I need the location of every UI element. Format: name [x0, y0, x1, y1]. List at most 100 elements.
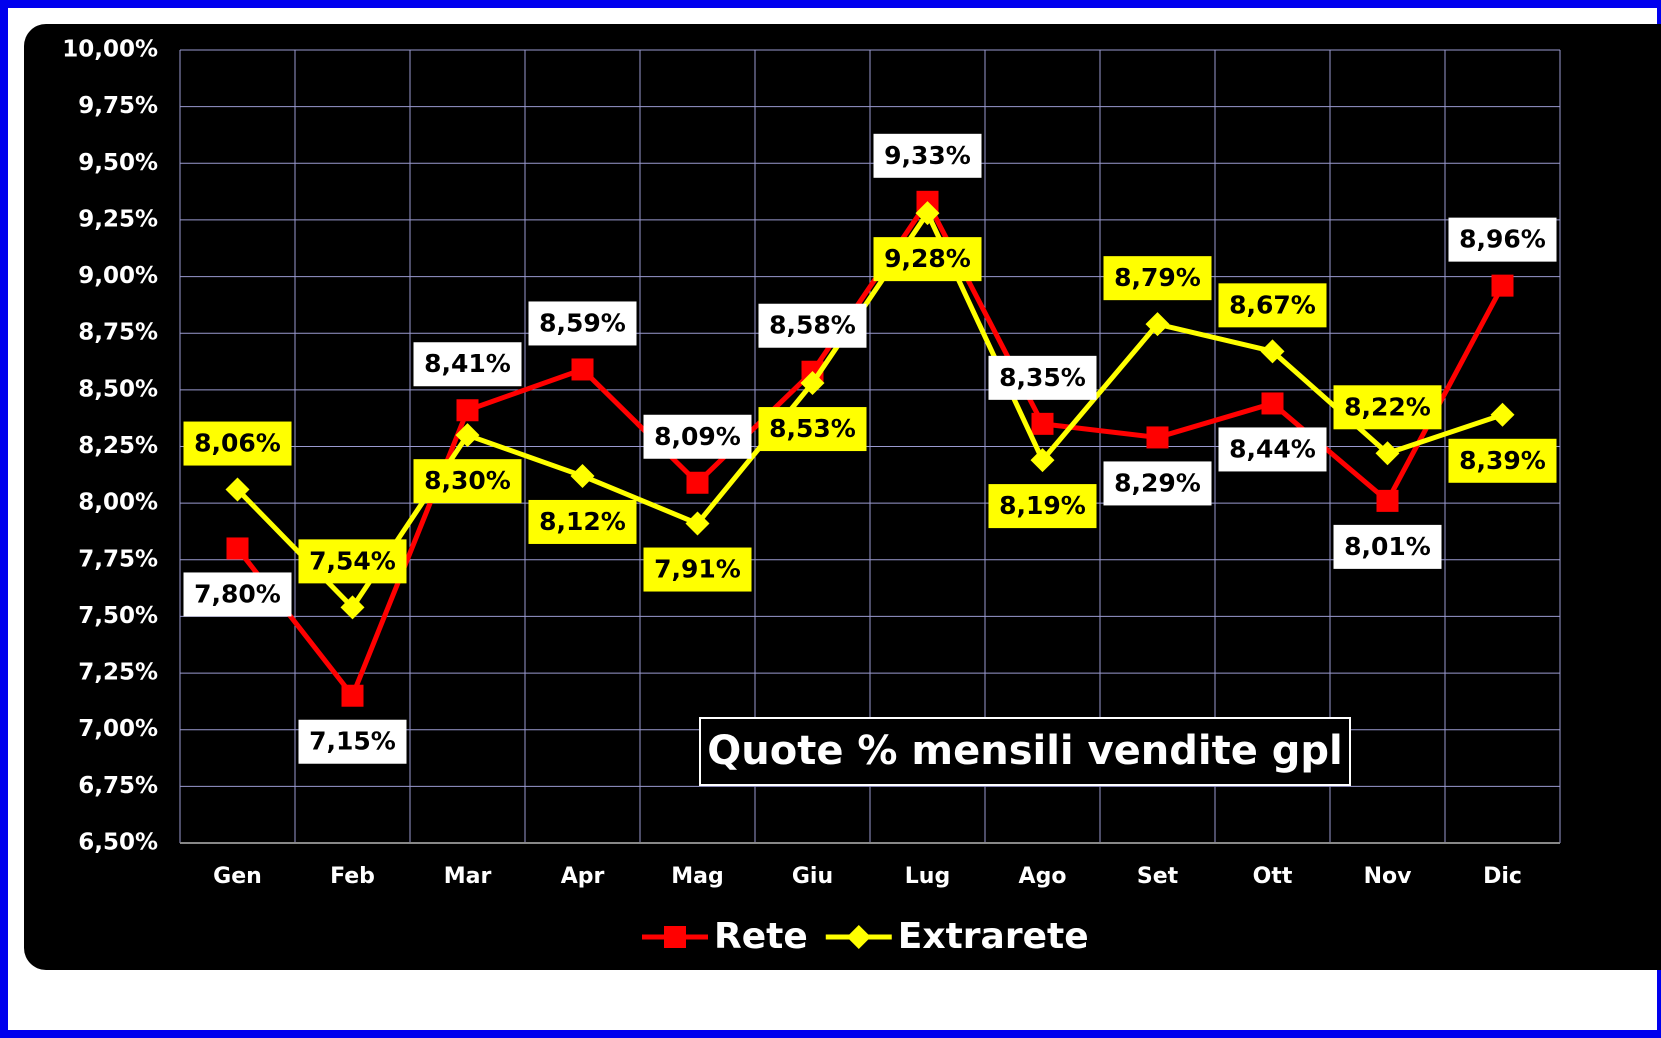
marker — [456, 399, 479, 422]
data-label-text: 8,59% — [539, 308, 626, 337]
y-tick-label: 8,00% — [78, 490, 158, 516]
data-label-box — [873, 237, 982, 282]
y-tick-label: 8,75% — [78, 320, 158, 346]
data-label-box — [1448, 217, 1557, 262]
data-label: 8,29% — [1103, 461, 1212, 506]
data-label-box — [758, 303, 867, 348]
data-label-text: 7,91% — [654, 555, 741, 584]
data-label-box — [528, 301, 637, 346]
data-label-box — [183, 421, 292, 466]
marker — [570, 463, 595, 488]
data-label: 8,44% — [1218, 427, 1327, 472]
legend-marker — [846, 925, 871, 949]
x-tick-label: Mar — [444, 864, 492, 889]
x-tick-label: Apr — [561, 864, 605, 889]
data-label-box — [413, 459, 522, 504]
title-box — [699, 717, 1351, 786]
data-label-text: 8,29% — [1114, 468, 1201, 497]
data-label-box — [988, 484, 1097, 529]
marker — [685, 511, 710, 536]
data-label-text: 8,67% — [1229, 290, 1316, 319]
x-tick-label: Giu — [792, 864, 833, 889]
data-label-box — [758, 407, 867, 452]
x-tick-label: Ago — [1019, 864, 1067, 889]
data-label: 8,22% — [1333, 385, 1442, 430]
y-tick-label: 8,50% — [78, 376, 158, 402]
x-tick-label: Gen — [213, 864, 262, 889]
data-label: 7,54% — [298, 539, 407, 584]
marker — [800, 371, 825, 396]
panel — [24, 24, 1661, 970]
y-tick-label: 8,25% — [78, 433, 158, 459]
y-tick-label: 7,00% — [78, 716, 158, 742]
data-label-box — [298, 719, 407, 764]
marker — [225, 477, 250, 502]
data-label-box — [413, 342, 522, 387]
data-label: 8,96% — [1448, 217, 1557, 262]
data-label: 8,39% — [1448, 438, 1557, 483]
data-label: 8,12% — [528, 499, 637, 544]
data-label-box — [1333, 385, 1442, 430]
data-label-text: 8,06% — [194, 429, 281, 458]
data-label-box — [643, 547, 752, 592]
data-label: 8,01% — [1333, 524, 1442, 569]
data-label: 8,06% — [183, 421, 292, 466]
data-label: 7,80% — [183, 572, 292, 617]
marker — [1260, 339, 1285, 364]
data-label-text: 8,19% — [999, 491, 1086, 520]
legend-label: Rete — [714, 916, 808, 957]
marker — [340, 595, 365, 620]
data-label-text: 7,80% — [194, 579, 281, 608]
marker — [455, 423, 480, 448]
data-label-box — [183, 572, 292, 617]
data-label-text: 8,30% — [424, 466, 511, 495]
data-label-text: 8,41% — [424, 349, 511, 378]
legend-label: Extrarete — [898, 916, 1089, 957]
data-label-box — [1218, 283, 1327, 328]
data-label: 8,53% — [758, 407, 867, 452]
marker — [1030, 448, 1055, 473]
data-label-text: 8,22% — [1344, 392, 1431, 421]
marker — [686, 471, 709, 494]
y-tick-label: 9,00% — [78, 263, 158, 289]
data-label: 8,41% — [413, 342, 522, 387]
marker — [1031, 412, 1054, 435]
marker — [1261, 392, 1284, 415]
data-label: 8,09% — [643, 414, 752, 459]
legend-marker — [664, 926, 686, 948]
data-label-text: 8,44% — [1229, 434, 1316, 463]
data-label-box — [1103, 461, 1212, 506]
marker — [1491, 274, 1514, 297]
data-label: 8,67% — [1218, 283, 1327, 328]
x-tick-label: Lug — [905, 864, 950, 889]
marker — [1490, 402, 1515, 427]
data-label-box — [528, 499, 637, 544]
y-tick-label: 6,75% — [78, 773, 158, 799]
data-label-text: 8,39% — [1459, 446, 1546, 475]
data-label: 8,79% — [1103, 256, 1212, 301]
series-line — [235, 199, 1505, 699]
data-label-text: 9,28% — [884, 244, 971, 273]
x-tick-label: Dic — [1483, 864, 1522, 889]
y-tick-label: 10,00% — [62, 37, 158, 63]
x-tick-label: Set — [1137, 864, 1179, 889]
data-label-box — [1333, 524, 1442, 569]
data-label-text: 8,01% — [1344, 532, 1431, 561]
y-tick-label: 9,25% — [78, 206, 158, 232]
marker — [1145, 312, 1170, 337]
data-label-text: 8,58% — [769, 311, 856, 340]
marker — [1375, 441, 1400, 466]
data-label: 8,58% — [758, 303, 867, 348]
y-tick-label: 7,75% — [78, 546, 158, 572]
y-tick-label: 7,50% — [78, 603, 158, 629]
data-label-text: 7,54% — [309, 546, 396, 575]
data-label-box — [643, 414, 752, 459]
data-label: 8,19% — [988, 484, 1097, 529]
x-tick-label: Ott — [1253, 864, 1293, 889]
marker — [1146, 426, 1169, 449]
data-label: 8,35% — [988, 355, 1097, 400]
x-tick-label: Mag — [671, 864, 724, 889]
data-label-box — [988, 355, 1097, 400]
